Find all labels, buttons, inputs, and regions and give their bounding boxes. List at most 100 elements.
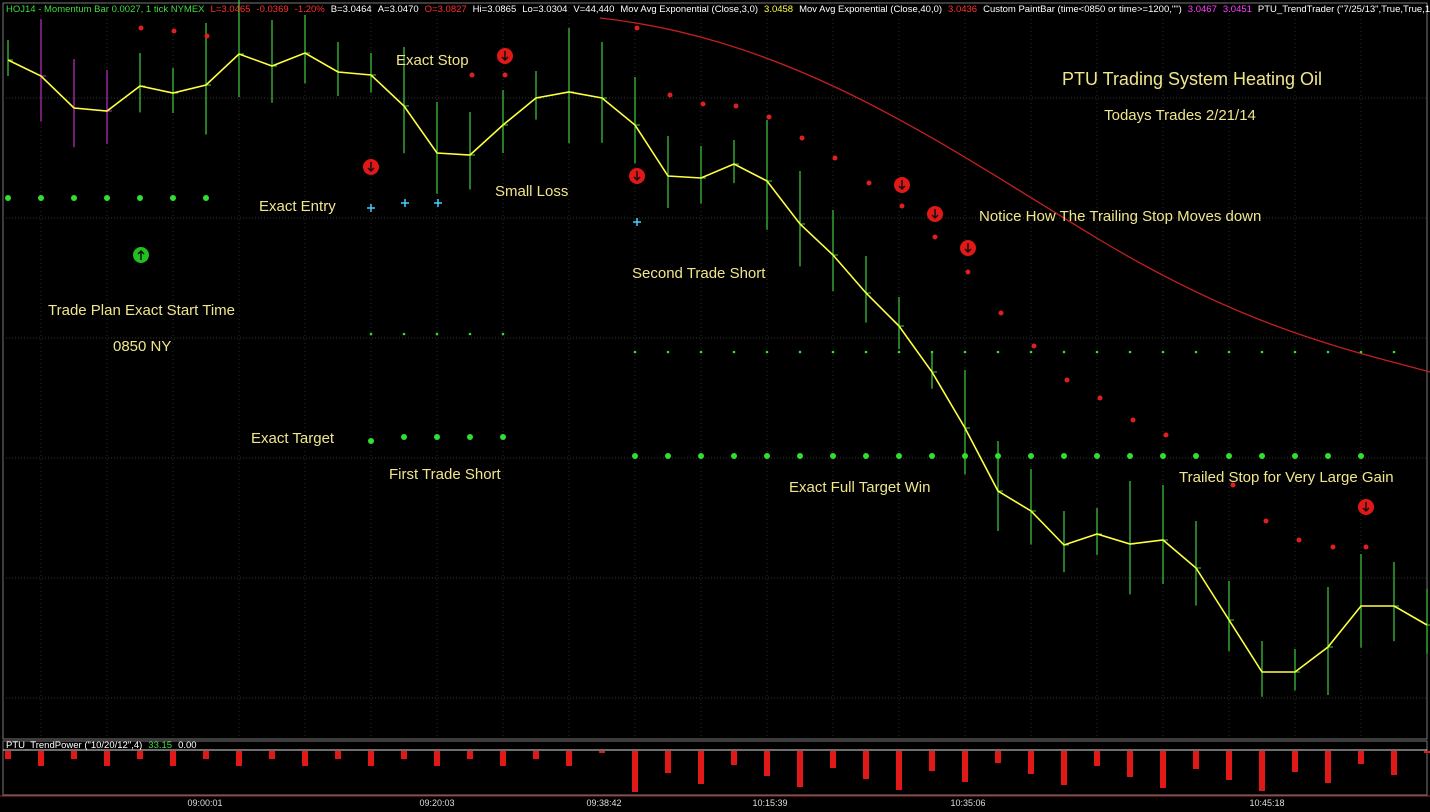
power-bar [1028, 751, 1034, 774]
annotation: First Trade Short [389, 466, 502, 483]
dot [434, 434, 440, 440]
dot [1094, 453, 1100, 459]
power-bar [1259, 751, 1265, 791]
power-bar [1127, 751, 1133, 777]
chart-header: HOJ14 - Momentum Bar 0.0027, 1 tick NYME… [6, 4, 1430, 15]
dot [1296, 537, 1302, 543]
header-segment: 0.00 [178, 740, 197, 751]
time-label: 10:45:18 [1249, 798, 1284, 808]
dot [468, 332, 472, 336]
power-bar [863, 751, 869, 779]
dot [698, 453, 704, 459]
power-bar [896, 751, 902, 790]
dot [798, 350, 802, 354]
annotation: 0850 NY [113, 338, 171, 355]
dot [1230, 482, 1236, 488]
dot [766, 114, 772, 120]
dot [700, 101, 706, 107]
annotation: Exact Target [251, 430, 335, 447]
dot [832, 155, 838, 161]
power-bar [368, 751, 374, 766]
power-bar [104, 751, 110, 766]
time-axis: 09:00:01 09:20:03 09:38:42 10:15:39 10:35:06… [187, 798, 1284, 808]
dot [932, 234, 938, 240]
power-bar [995, 751, 1001, 763]
trend-power-bars [3, 749, 1430, 792]
dot [764, 453, 770, 459]
dot [1194, 350, 1198, 354]
signal-arrow-glyph [501, 51, 509, 62]
dot [401, 434, 407, 440]
signal-arrow-glyph [137, 249, 145, 260]
power-bar [203, 751, 209, 759]
ema-3-line [7, 52, 1428, 673]
signal-arrow-glyph [367, 162, 375, 173]
power-bar [1292, 751, 1298, 772]
dot [435, 332, 439, 336]
header-segment: Lo=3.0304 [522, 4, 567, 15]
dot [930, 350, 934, 354]
dot [467, 434, 473, 440]
dot [1325, 453, 1331, 459]
header-segment: A=3.0470 [378, 4, 419, 15]
header-segment: V=44,440 [573, 4, 614, 15]
entry-cross [367, 204, 375, 212]
dot [831, 350, 835, 354]
dot [1359, 350, 1363, 354]
dot [1358, 453, 1364, 459]
annotation: Exact Full Target Win [789, 479, 930, 496]
annotation: Trailed Stop for Very Large Gain [1179, 469, 1394, 486]
power-bar [335, 751, 341, 759]
dot [501, 332, 505, 336]
header-segment: 3.0451 [1223, 4, 1252, 15]
dot [634, 25, 640, 31]
dot [402, 332, 406, 336]
header-segment: PTU_TrendTrader ("7/25/13",True,True,1,1… [1258, 4, 1430, 15]
dot [863, 453, 869, 459]
header-segment: Custom PaintBar (time<0850 or time>=1200… [983, 4, 1182, 15]
header-segment: Mov Avg Exponential (Close,40,0) [799, 4, 942, 15]
dot [996, 350, 1000, 354]
header-segment: PTU_TrendPower ("10/20/12",4) [6, 740, 142, 751]
power-bar [1358, 751, 1364, 764]
annotation: Second Trade Short [632, 265, 766, 282]
power-bar [1424, 751, 1430, 753]
power-bar [731, 751, 737, 765]
dot [38, 195, 44, 201]
dot [203, 195, 209, 201]
annotation: Notice How The Trailing Stop Moves down [979, 208, 1261, 225]
indicator-panel-border [2, 740, 1428, 796]
dot [204, 33, 210, 39]
entry-cross [401, 199, 409, 207]
dot [1064, 377, 1070, 383]
power-bar [1160, 751, 1166, 788]
dot [733, 103, 739, 109]
ema-40-line [599, 17, 1430, 373]
power-bar [434, 751, 440, 766]
dot [899, 203, 905, 209]
dot [104, 195, 110, 201]
header-segment: -1.20% [295, 4, 326, 15]
header-segment: 3.0436 [948, 4, 977, 15]
dot [1097, 395, 1103, 401]
power-bar [764, 751, 770, 776]
dot [699, 350, 703, 354]
dot [1293, 350, 1297, 354]
dot [1160, 453, 1166, 459]
power-bar [1325, 751, 1331, 783]
dot [1330, 544, 1336, 550]
power-bar [500, 751, 506, 766]
dot [1161, 350, 1165, 354]
power-bar [38, 751, 44, 766]
signal-arrow-glyph [633, 171, 641, 182]
dot [1227, 350, 1231, 354]
header-segment: 3.0458 [764, 4, 793, 15]
dot [1062, 350, 1066, 354]
header-segment: -0.0369 [256, 4, 288, 15]
annotation: Exact Stop [396, 52, 469, 69]
dot [1259, 453, 1265, 459]
entry-cross [633, 218, 641, 226]
dot [667, 92, 673, 98]
